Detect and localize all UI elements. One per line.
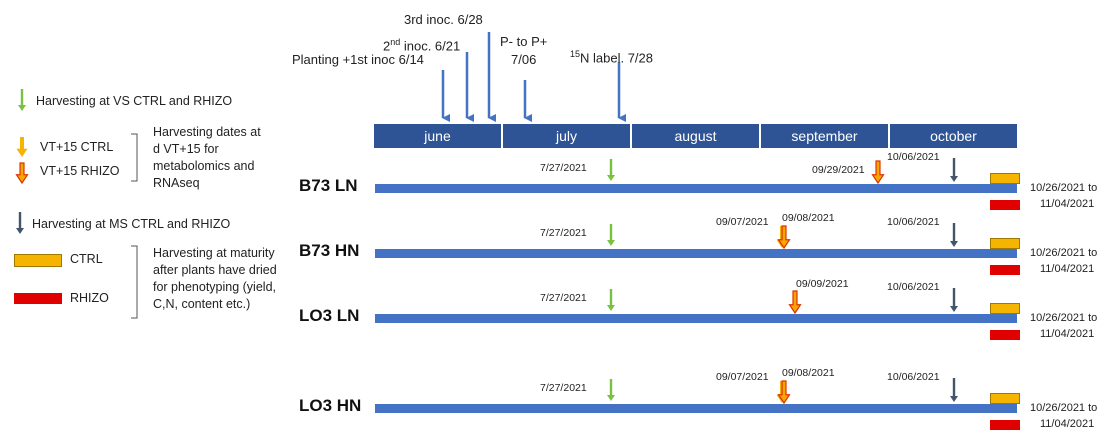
row-label: LO3 HN: [299, 396, 362, 415]
legend-vt-ctrl: VT+15 CTRL: [40, 140, 114, 154]
vt-rhizo-arrow-icon: [777, 380, 791, 405]
vs-green-arrow-icon: [607, 289, 615, 311]
maturity-range-end: 11/04/2021: [1040, 198, 1095, 210]
p-line2-label: 7/06: [511, 52, 537, 67]
timeline-bar: [375, 314, 1017, 323]
timeline-bar: [375, 404, 1017, 413]
ctrl-maturity-box: [990, 393, 1020, 404]
month-july: july: [503, 124, 630, 148]
vs-green-arrow-icon: [607, 224, 615, 246]
row-label: B73 LN: [299, 176, 358, 195]
maturity-range-start: 10/26/2021 to: [1030, 312, 1098, 324]
vs-date-label: 7/27/2021: [540, 227, 587, 239]
rhizo-maturity-box: [990, 330, 1020, 340]
legend-rhizo-box: [14, 293, 62, 304]
row-label: LO3 LN: [299, 306, 360, 325]
vt-date-label: 09/07/2021: [716, 216, 769, 228]
month-september: september: [761, 124, 888, 148]
rhizo-maturity-box: [990, 420, 1020, 430]
ms-dark-arrow-icon: [16, 212, 24, 234]
vt-rhizo-arrow-icon: [788, 290, 802, 315]
n-label: 15N label. 7/28: [570, 46, 653, 66]
vs-green-arrow-icon: [607, 159, 615, 181]
ctrl-maturity-box: [990, 303, 1020, 314]
ms-dark-arrow-icon: [950, 223, 958, 247]
vs-green-arrow-icon: [607, 379, 615, 401]
inoc2-pre: 2: [383, 38, 391, 54]
legend-ctrl: CTRL: [70, 252, 103, 266]
timeline-bar: [375, 184, 1017, 193]
legend-vt-note: Harvesting dates at d VT+15 for metabolo…: [153, 125, 261, 190]
vs-green-arrow-icon: [18, 89, 26, 111]
month-august: august: [632, 124, 759, 148]
legend-ctrl-box: [14, 254, 62, 267]
ctrl-maturity-box: [990, 173, 1020, 184]
vt-date-label: 09/07/2021: [716, 371, 769, 383]
vs-date-label: 7/27/2021: [540, 382, 587, 394]
legend-ms: Harvesting at MS CTRL and RHIZO: [32, 217, 231, 231]
vt-date-label: 09/08/2021: [782, 367, 835, 379]
ms-dark-arrow-icon: [950, 288, 958, 312]
vt-bracket: [131, 133, 138, 182]
row-label: B73 HN: [299, 241, 360, 260]
maturity-range-start: 10/26/2021 to: [1030, 182, 1098, 194]
n-sup: 15: [570, 49, 581, 59]
inoc2-sup: nd: [390, 37, 401, 47]
maturity-range-start: 10/26/2021 to: [1030, 247, 1098, 259]
vt-ctrl-arrow-icon: [16, 137, 28, 157]
maturity-range-start: 10/26/2021 to: [1030, 402, 1098, 414]
vt-date-label: 09/09/2021: [796, 278, 849, 290]
vt-date-label: 09/29/2021: [812, 164, 865, 176]
vs-date-label: 7/27/2021: [540, 162, 587, 174]
maturity-range-end: 11/04/2021: [1040, 328, 1095, 340]
vs-date-label: 7/27/2021: [540, 292, 587, 304]
legend-maturity-note: Harvesting at maturity after plants have…: [153, 246, 277, 311]
rhizo-maturity-box: [990, 265, 1020, 275]
legend-vt-rhizo: VT+15 RHIZO: [40, 164, 120, 178]
ms-dark-arrow-icon: [950, 378, 958, 402]
inoc2-label: 2nd inoc. 6/21: [383, 34, 460, 54]
month-october: october: [890, 124, 1017, 148]
month-june: june: [374, 124, 501, 148]
vt-rhizo-arrow-icon: [15, 162, 29, 185]
maturity-range-end: 11/04/2021: [1040, 418, 1095, 430]
vt-date-label: 09/08/2021: [782, 212, 835, 224]
ms-date-label: 10/06/2021: [887, 281, 940, 293]
timeline-bar: [375, 249, 1017, 258]
inoc2-post: inoc. 6/21: [400, 38, 461, 54]
maturity-bracket: [131, 245, 138, 319]
n-post: N label. 7/28: [580, 50, 654, 66]
maturity-range-end: 11/04/2021: [1040, 263, 1095, 275]
inoc3-label: 3rd inoc. 6/28: [404, 12, 483, 27]
p-line1-label: P- to P+: [500, 34, 548, 49]
vt-rhizo-arrow-icon: [871, 160, 885, 185]
vt-rhizo-arrow-icon: [777, 225, 791, 250]
ms-dark-arrow-icon: [950, 158, 958, 182]
legend-rhizo: RHIZO: [70, 291, 109, 305]
ctrl-maturity-box: [990, 238, 1020, 249]
ms-date-label: 10/06/2021: [887, 151, 940, 163]
ms-date-label: 10/06/2021: [887, 216, 940, 228]
planting-label: Planting +1st inoc 6/14: [292, 52, 424, 67]
rhizo-maturity-box: [990, 200, 1020, 210]
legend-vs: Harvesting at VS CTRL and RHIZO: [36, 94, 233, 108]
ms-date-label: 10/06/2021: [887, 371, 940, 383]
